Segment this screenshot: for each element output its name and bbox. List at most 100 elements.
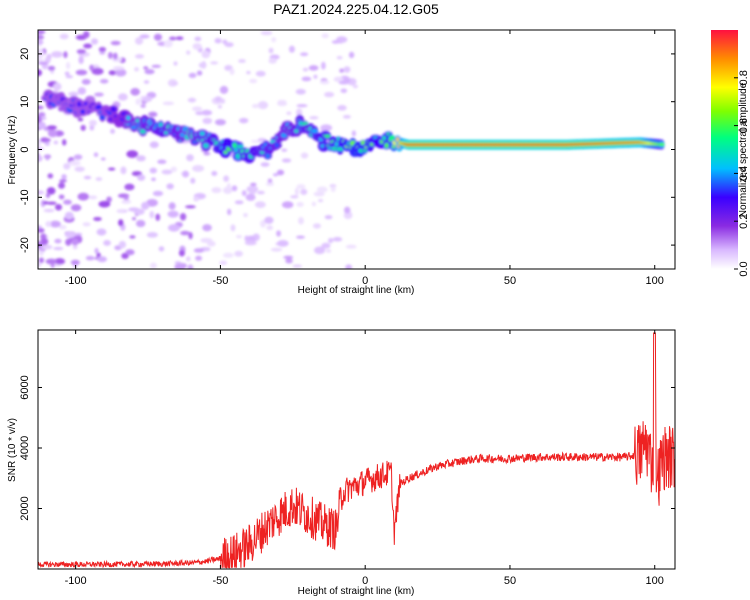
- heatmap-speckle: [38, 228, 45, 233]
- heatmap-speckle: [43, 208, 55, 213]
- heatmap-speckle: [90, 38, 99, 45]
- heatmap-speckle: [339, 68, 345, 73]
- heatmap-speckle: [38, 250, 44, 256]
- heatmap-speckle: [195, 111, 205, 116]
- heatmap-speckle: [185, 256, 191, 262]
- heatmap-speckle: [224, 42, 234, 48]
- heatmap-ridge-blob-core: [294, 129, 299, 133]
- heatmap-speckle: [295, 108, 303, 117]
- heatmap-speckle: [38, 142, 42, 147]
- heatmap-ridge-blob-core: [199, 131, 206, 136]
- x-tick-label: 50: [504, 275, 516, 287]
- heatmap-speckle: [276, 169, 285, 176]
- heatmap-speckle: [241, 190, 247, 197]
- heatmap-speckle: [148, 111, 158, 118]
- heatmap-speckle: [210, 61, 219, 65]
- heatmap-speckle: [131, 217, 136, 221]
- y-tick-label: -20: [19, 237, 31, 253]
- heatmap-speckle: [134, 54, 145, 59]
- heatmap-speckle: [343, 66, 351, 73]
- heatmap-speckle: [38, 34, 45, 40]
- heatmap-speckle: [51, 51, 63, 58]
- heatmap-speckle: [166, 183, 174, 190]
- heatmap-speckle: [77, 87, 87, 95]
- heatmap-speckle: [342, 114, 351, 119]
- heatmap-speckle: [230, 224, 236, 232]
- x-tick-label: 100: [646, 275, 664, 287]
- colorbar-title: Normalized spectral amplitude: [738, 82, 749, 217]
- heatmap-speckle: [214, 38, 222, 44]
- heatmap-speckle: [332, 237, 343, 242]
- heatmap-speckle: [47, 65, 56, 71]
- heatmap-speckle: [99, 51, 106, 55]
- heatmap-speckle: [149, 210, 155, 219]
- heatmap-speckle: [141, 201, 150, 210]
- heatmap-speckle: [38, 112, 46, 118]
- heatmap-speckle: [217, 104, 222, 109]
- heatmap-speckle: [58, 194, 65, 200]
- heatmap-speckle: [155, 213, 161, 221]
- heatmap-speckle: [272, 173, 279, 177]
- heatmap-speckle: [38, 57, 44, 63]
- heatmap-speckle: [49, 220, 61, 228]
- heatmap-speckle: [139, 34, 150, 39]
- heatmap-speckle: [236, 235, 242, 239]
- heatmap-cells: [38, 30, 665, 269]
- heatmap-speckle: [184, 205, 196, 209]
- heatmap-ridge-blob-core: [139, 129, 147, 134]
- heatmap-speckle: [81, 78, 91, 85]
- heatmap-speckle: [143, 66, 149, 70]
- heatmap-speckle: [150, 262, 157, 269]
- heatmap-speckle: [283, 255, 294, 259]
- heatmap-speckle: [98, 200, 111, 208]
- heatmap-speckle: [167, 210, 179, 218]
- heatmap-speckle: [108, 70, 117, 76]
- heatmap-speckle: [281, 201, 294, 209]
- heatmap-speckle: [313, 191, 325, 197]
- heatmap-speckle: [38, 190, 45, 195]
- heatmap-speckle: [53, 82, 62, 91]
- x-tick-label: 0: [362, 275, 368, 287]
- heatmap-speckle: [38, 154, 43, 162]
- heatmap-speckle: [351, 130, 356, 137]
- heatmap-speckle: [45, 258, 58, 265]
- heatmap-speckle: [203, 151, 211, 156]
- heatmap-speckle: [130, 88, 140, 96]
- heatmap-speckle: [54, 258, 66, 265]
- heatmap-speckle: [88, 195, 98, 200]
- heatmap-speckle: [267, 178, 273, 183]
- heatmap-speckle: [38, 30, 46, 35]
- heatmap-speckle: [211, 171, 218, 176]
- heatmap-speckle: [146, 232, 158, 238]
- heatmap-speckle: [207, 240, 216, 247]
- heatmap-speckle: [300, 188, 308, 195]
- heatmap-speckle: [296, 104, 308, 108]
- heatmap-speckle: [249, 78, 258, 84]
- heatmap-speckle: [229, 68, 235, 75]
- heatmap-speckle: [246, 185, 259, 193]
- heatmap-speckle: [42, 138, 51, 142]
- heatmap-speckle: [89, 119, 97, 127]
- heatmap-speckle: [77, 192, 90, 201]
- heatmap-speckle: [345, 244, 357, 249]
- heatmap-ridge-blob-core: [223, 150, 228, 154]
- heatmap-speckle: [100, 157, 106, 161]
- heatmap-speckle: [336, 55, 343, 60]
- heatmap-speckle: [61, 139, 67, 146]
- heatmap-speckle: [214, 119, 227, 126]
- heatmap-speckle: [125, 249, 135, 256]
- heatmap-speckle: [312, 223, 321, 229]
- heatmap-speckle: [38, 225, 42, 229]
- heatmap-speckle: [76, 49, 87, 54]
- heatmap-speckle: [294, 187, 299, 196]
- heatmap-speckle: [186, 50, 191, 55]
- heatmap-speckle: [94, 247, 99, 254]
- heatmap-speckle: [348, 51, 355, 59]
- heatmap-speckle: [107, 51, 113, 59]
- heatmap-speckle: [214, 96, 222, 103]
- heatmap-speckle: [106, 196, 112, 203]
- heatmap-speckle: [271, 37, 277, 43]
- heatmap-ridge-blob-core: [76, 101, 82, 108]
- heatmap-speckle: [281, 158, 292, 163]
